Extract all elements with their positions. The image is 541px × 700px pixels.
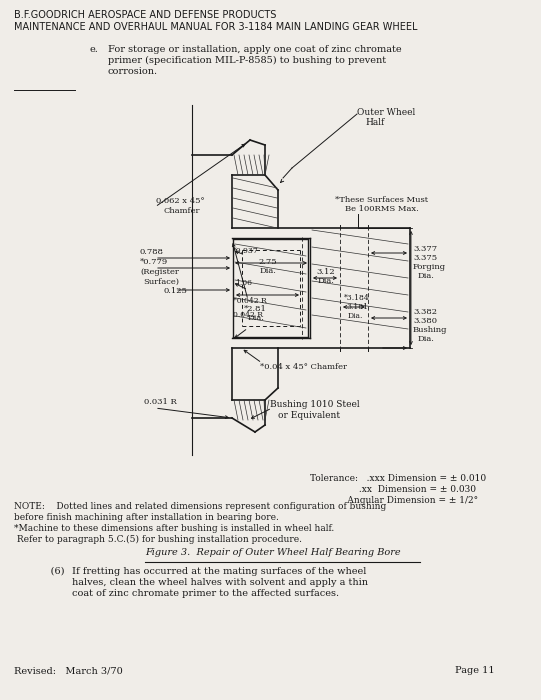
Text: Refer to paragraph 5.C.(5) for bushing installation procedure.: Refer to paragraph 5.C.(5) for bushing i… — [14, 535, 302, 544]
Text: NOTE:    Dotted lines and related dimensions represent configuration of bushing: NOTE: Dotted lines and related dimension… — [14, 502, 386, 511]
Text: Revised:   March 3/70: Revised: March 3/70 — [14, 666, 123, 675]
Text: Dia.: Dia. — [418, 335, 435, 343]
Text: 3.375: 3.375 — [413, 254, 437, 262]
Text: 0.042 R: 0.042 R — [233, 311, 263, 319]
Text: 2.75: 2.75 — [258, 258, 276, 266]
Text: halves, clean the wheel halves with solvent and apply a thin: halves, clean the wheel halves with solv… — [72, 578, 368, 587]
Text: *0.937: *0.937 — [233, 247, 259, 255]
Text: *0.04 x 45° Chamfer: *0.04 x 45° Chamfer — [260, 363, 347, 371]
Text: 3.382: 3.382 — [413, 308, 437, 316]
Text: MAINTENANCE AND OVERHAUL MANUAL FOR 3-1184 MAIN LANDING GEAR WHEEL: MAINTENANCE AND OVERHAUL MANUAL FOR 3-11… — [14, 22, 418, 32]
Text: Figure 3.  Repair of Outer Wheel Half Bearing Bore: Figure 3. Repair of Outer Wheel Half Bea… — [145, 548, 401, 557]
Text: *These Surfaces Must: *These Surfaces Must — [335, 196, 428, 204]
Text: corrosion.: corrosion. — [108, 67, 158, 76]
Text: coat of zinc chromate primer to the affected surfaces.: coat of zinc chromate primer to the affe… — [72, 589, 339, 598]
Text: Dia.: Dia. — [318, 277, 335, 285]
Text: e.: e. — [90, 45, 99, 54]
Text: If fretting has occurred at the mating surfaces of the wheel: If fretting has occurred at the mating s… — [72, 567, 366, 576]
Text: 0.062 x 45°: 0.062 x 45° — [156, 197, 204, 205]
Text: *0.779: *0.779 — [140, 258, 168, 266]
Text: Forging: Forging — [413, 263, 446, 271]
Text: Tolerance:   .xxx Dimension = ± 0.010: Tolerance: .xxx Dimension = ± 0.010 — [310, 474, 486, 483]
Text: primer (specification MIL-P-8585) to bushing to prevent: primer (specification MIL-P-8585) to bus… — [108, 56, 386, 65]
Text: *3.184: *3.184 — [344, 294, 370, 302]
Text: Dia.: Dia. — [418, 272, 435, 280]
Text: Be 100RMS Max.: Be 100RMS Max. — [345, 205, 419, 213]
Text: Angular Dimension = ± 1/2°: Angular Dimension = ± 1/2° — [310, 496, 478, 505]
Text: 1.06: 1.06 — [235, 279, 252, 287]
Text: (Register: (Register — [140, 268, 179, 276]
Text: 3.380: 3.380 — [413, 317, 437, 325]
Text: Outer Wheel: Outer Wheel — [357, 108, 415, 117]
Text: 0.125: 0.125 — [163, 287, 187, 295]
Text: or Equivalent: or Equivalent — [278, 411, 340, 420]
Text: Page 11: Page 11 — [455, 666, 494, 675]
Text: Half: Half — [365, 118, 384, 127]
Text: Dia.: Dia. — [260, 267, 277, 275]
Text: *Machine to these dimensions after bushing is installed in wheel half.: *Machine to these dimensions after bushi… — [14, 524, 334, 533]
Text: B.F.GOODRICH AEROSPACE AND DEFENSE PRODUCTS: B.F.GOODRICH AEROSPACE AND DEFENSE PRODU… — [14, 10, 276, 20]
Text: (6): (6) — [35, 567, 64, 576]
Text: 0.788: 0.788 — [140, 248, 164, 256]
Text: Bushing: Bushing — [413, 326, 447, 334]
Text: 3.12: 3.12 — [316, 268, 335, 276]
Text: 3.377: 3.377 — [413, 245, 437, 253]
Text: Chamfer: Chamfer — [163, 207, 200, 215]
Text: 3.181: 3.181 — [346, 303, 368, 311]
Text: *2.81: *2.81 — [244, 305, 267, 313]
Text: Bushing 1010 Steel: Bushing 1010 Steel — [270, 400, 360, 409]
Text: Surface): Surface) — [143, 278, 179, 286]
Text: before finish machining after installation in bearing bore.: before finish machining after installati… — [14, 513, 279, 522]
Text: *0.042 R: *0.042 R — [233, 297, 267, 305]
Text: .xx  Dimension = ± 0.030: .xx Dimension = ± 0.030 — [310, 485, 476, 494]
Text: 0.031 R: 0.031 R — [144, 398, 177, 406]
Text: Dia.: Dia. — [248, 314, 265, 322]
Text: For storage or installation, apply one coat of zinc chromate: For storage or installation, apply one c… — [108, 45, 401, 54]
Text: Dia.: Dia. — [348, 312, 364, 320]
